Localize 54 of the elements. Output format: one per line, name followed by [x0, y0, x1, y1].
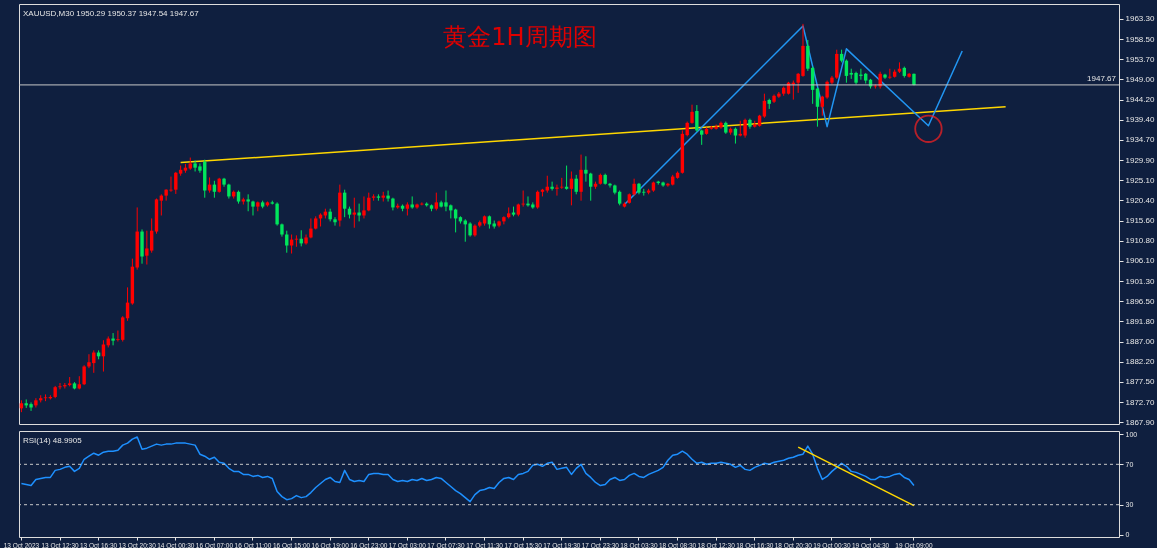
candlestick	[555, 184, 559, 197]
y-tick-label: 1877.50	[1125, 377, 1155, 387]
y-tick-label: 1920.40	[1125, 195, 1155, 205]
candlestick	[690, 104, 694, 125]
y-tick-label: 1896.50	[1125, 296, 1155, 306]
candlestick	[560, 177, 564, 190]
text: 黄金1H周期图	[443, 23, 597, 51]
candlestick	[309, 217, 313, 239]
candlestick	[111, 332, 115, 346]
y-tick-label: 1949.00	[1125, 74, 1155, 84]
y-tick-label: 1925.10	[1125, 175, 1155, 185]
y-tick-label: 1891.80	[1125, 316, 1155, 326]
candlestick	[58, 382, 62, 390]
candlestick	[289, 234, 294, 255]
candlestick	[743, 118, 747, 139]
candlestick	[579, 154, 583, 202]
y-tick-label: 1882.20	[1125, 357, 1155, 367]
candlestick	[362, 195, 366, 219]
candlestick	[584, 155, 588, 183]
y-tick-label: 1887.00	[1125, 337, 1155, 347]
y-tick-label: 1929.90	[1125, 155, 1155, 165]
candlestick	[34, 397, 38, 408]
candlestick	[101, 339, 106, 373]
y-tick-label: 1910.80	[1125, 236, 1155, 246]
candlestick	[333, 216, 337, 227]
candlestick	[695, 104, 699, 133]
y-tick-label: 1867.90	[1125, 417, 1155, 427]
line-series	[20, 436, 915, 503]
candlestick	[82, 364, 86, 386]
candlestick	[251, 200, 255, 216]
candlestick	[87, 353, 91, 369]
candlestick	[386, 190, 390, 203]
ref-line-label: 1947.67	[1087, 73, 1117, 83]
y-tick-label: 1934.70	[1125, 135, 1155, 145]
text: XAUUSD,M30 1950.29 1950.37 1947.54 1947.67	[23, 9, 200, 18]
candlestick	[275, 201, 279, 227]
y-tick-label: 1939.40	[1125, 115, 1155, 125]
text: RSI(14) 48.9905	[23, 436, 83, 445]
candlestick	[145, 230, 149, 266]
candlestick	[762, 93, 767, 119]
candlestick	[550, 181, 554, 192]
y-tick-label: 1958.50	[1125, 34, 1155, 44]
y-tick-label: 1915.60	[1125, 216, 1155, 226]
y-tick-label: 1944.20	[1125, 95, 1155, 105]
candlestick	[294, 234, 299, 248]
candlestick	[888, 68, 892, 80]
line-series	[623, 25, 963, 206]
candlestick	[29, 401, 33, 412]
y-tick-label: 1906.10	[1125, 256, 1155, 266]
y-tick-label: 1963.30	[1125, 14, 1155, 24]
candlestick	[502, 215, 506, 225]
y-tick-label: 1901.30	[1125, 276, 1155, 286]
y-tick-label: 1953.70	[1125, 54, 1155, 64]
y-tick-label: 1872.70	[1125, 397, 1155, 407]
